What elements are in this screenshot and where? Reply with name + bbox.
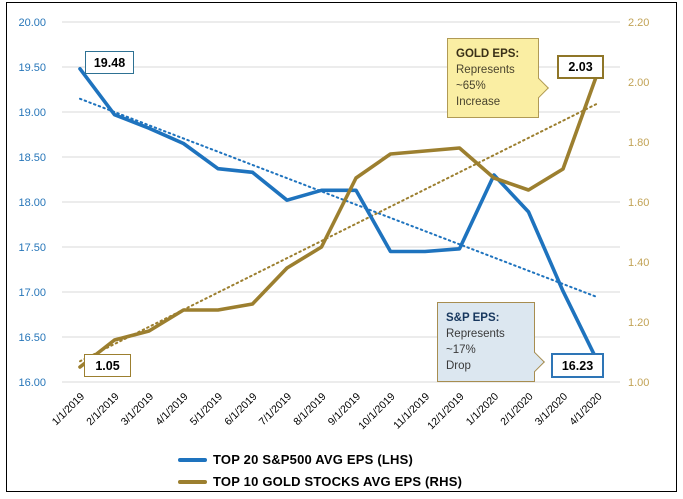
sp-eps-callout-title: S&P EPS: — [446, 312, 500, 324]
gold-eps-callout-title: GOLD EPS: — [456, 48, 520, 60]
right-axis-tick-label: 2.20 — [628, 17, 649, 29]
data-label-sp-start: 19.48 — [85, 51, 134, 74]
gold-line-swatch — [178, 479, 207, 484]
x-axis-tick-label: 6/1/2019 — [222, 391, 259, 428]
sp-eps-callout-line: Represents — [446, 328, 505, 340]
x-axis-tick-label: 7/1/2019 — [257, 391, 294, 428]
x-axis-tick-label: 5/1/2019 — [188, 391, 225, 428]
right-axis-tick-label: 2.00 — [628, 77, 649, 89]
left-axis-tick-label: 17.50 — [18, 242, 46, 254]
right-axis-tick-label: 1.80 — [628, 137, 649, 149]
gold-eps-callout: GOLD EPS: Represents ~65% Increase — [447, 38, 539, 118]
left-axis-tick-label: 17.00 — [18, 287, 46, 299]
x-axis-tick-label: 10/1/2019 — [356, 391, 398, 433]
data-label-gold-end: 2.03 — [557, 55, 604, 79]
legend-label: TOP 20 S&P500 AVG EPS (LHS) — [213, 452, 413, 467]
gold-eps-callout-line: Increase — [456, 96, 501, 108]
trendline — [79, 102, 599, 363]
sp-eps-callout: S&P EPS: Represents ~17% Drop — [437, 302, 535, 382]
left-axis-tick-label: 18.00 — [18, 197, 46, 209]
left-axis-tick-label: 16.50 — [18, 332, 46, 344]
left-axis-tick-label: 16.00 — [18, 377, 46, 389]
legend-item-sp: TOP 20 S&P500 AVG EPS (LHS) — [178, 450, 462, 469]
right-axis-tick-label: 1.20 — [628, 317, 649, 329]
x-axis-tick-label: 4/1/2020 — [567, 391, 604, 428]
sp-eps-callout-line: ~17% — [446, 344, 476, 356]
left-axis-tick-label: 18.50 — [18, 152, 46, 164]
left-axis-tick-label: 19.50 — [18, 62, 46, 74]
x-axis-tick-label: 4/1/2019 — [153, 391, 190, 428]
gold-eps-callout-line: Represents — [456, 64, 515, 76]
x-axis-tick-label: 1/1/2020 — [464, 391, 501, 428]
x-axis-tick-label: 12/1/2019 — [425, 391, 467, 433]
left-axis-tick-label: 20.00 — [18, 17, 46, 29]
x-axis-tick-label: 2/1/2020 — [498, 391, 535, 428]
sp-eps-callout-line: Drop — [446, 360, 471, 372]
legend-label: TOP 10 GOLD STOCKS AVG EPS (RHS) — [213, 474, 463, 489]
right-axis-tick-label: 1.40 — [628, 257, 649, 269]
x-axis-tick-label: 3/1/2020 — [533, 391, 570, 428]
sp-line-swatch — [178, 457, 207, 462]
right-axis-tick-label: 1.60 — [628, 197, 649, 209]
x-axis-tick-label: 1/1/2019 — [50, 391, 87, 428]
data-label-gold-start: 1.05 — [84, 354, 131, 377]
chart-legend: TOP 20 S&P500 AVG EPS (LHS) TOP 10 GOLD … — [178, 450, 462, 491]
x-axis-tick-label: 8/1/2019 — [291, 391, 328, 428]
right-axis-tick-label: 1.00 — [628, 377, 649, 389]
left-axis-tick-label: 19.00 — [18, 107, 46, 119]
x-axis-tick-label: 2/1/2019 — [84, 391, 121, 428]
legend-item-gold: TOP 10 GOLD STOCKS AVG EPS (RHS) — [178, 472, 462, 491]
trendline — [79, 97, 599, 299]
series-line — [78, 67, 600, 364]
series-line — [78, 71, 600, 369]
gold-eps-callout-line: ~65% — [456, 80, 486, 92]
data-label-sp-end: 16.23 — [551, 353, 604, 378]
x-axis-tick-label: 3/1/2019 — [119, 391, 156, 428]
